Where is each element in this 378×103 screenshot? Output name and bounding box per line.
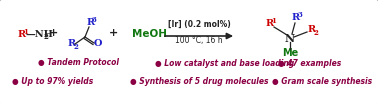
Text: R: R — [68, 39, 76, 48]
Text: 3: 3 — [92, 16, 97, 24]
Text: 1: 1 — [23, 28, 28, 36]
Text: Me: Me — [282, 48, 298, 58]
Text: MeOH: MeOH — [132, 29, 167, 39]
Text: ● Synthesis of 5 drug molecules: ● Synthesis of 5 drug molecules — [130, 77, 268, 85]
Text: R: R — [266, 19, 274, 28]
Text: 2: 2 — [73, 43, 78, 51]
Text: +: + — [50, 28, 59, 38]
Text: ● Tandem Protocol: ● Tandem Protocol — [38, 59, 119, 67]
Text: R: R — [18, 30, 26, 39]
Text: ● Low catalyst and base loading: ● Low catalyst and base loading — [155, 59, 294, 67]
Text: ● Up to 97% yields: ● Up to 97% yields — [12, 77, 93, 85]
Text: —NH: —NH — [26, 30, 54, 39]
Text: 1: 1 — [271, 17, 276, 25]
Text: [Ir] (0.2 mol%): [Ir] (0.2 mol%) — [167, 20, 230, 29]
Text: N: N — [285, 33, 295, 43]
Text: ● Gram scale synthesis: ● Gram scale synthesis — [272, 77, 372, 85]
Text: ● 47 examples: ● 47 examples — [278, 59, 341, 67]
Text: 100 °C, 16 h: 100 °C, 16 h — [175, 36, 223, 45]
Text: 3: 3 — [297, 11, 302, 19]
Text: 2: 2 — [313, 29, 318, 37]
Text: R: R — [308, 25, 316, 34]
Text: O: O — [94, 39, 102, 48]
Text: 2: 2 — [43, 33, 48, 41]
Text: R: R — [87, 18, 95, 27]
Text: +: + — [108, 28, 118, 38]
Text: R: R — [292, 13, 300, 22]
